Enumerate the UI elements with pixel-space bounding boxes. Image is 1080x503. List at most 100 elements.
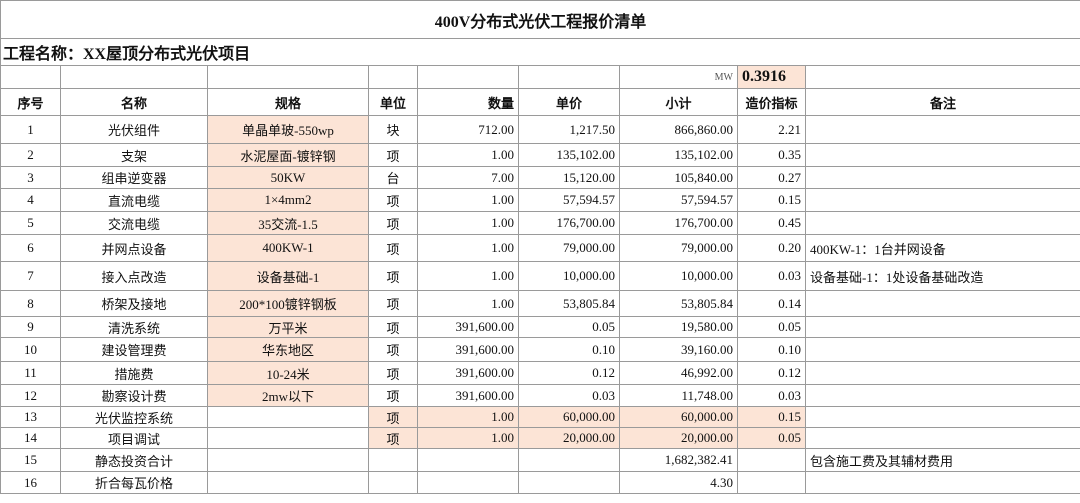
cell (804, 316, 1080, 338)
cell: 391,600.00 (417, 361, 519, 385)
cell: 20,000.00 (518, 427, 620, 449)
cell: 5 (0, 211, 61, 235)
cell (804, 143, 1080, 167)
cell (804, 427, 1080, 449)
cell: 项 (368, 337, 418, 362)
cell: 0.20 (737, 234, 806, 262)
cell: 折合每瓦价格 (60, 471, 208, 494)
cell: 项 (368, 406, 418, 428)
cell (207, 427, 369, 449)
cell: 0.03 (518, 384, 620, 407)
cell: 7 (0, 261, 61, 291)
cell: 176,700.00 (518, 211, 620, 235)
cell: 万平米 (207, 316, 369, 338)
cell (804, 406, 1080, 428)
cell: 391,600.00 (417, 316, 519, 338)
cell: 0.05 (737, 427, 806, 449)
cell: 桥架及接地 (60, 290, 208, 317)
cell: 项 (368, 384, 418, 407)
cell: 20,000.00 (619, 427, 738, 449)
data-row: 2 支架 水泥屋面-镀锌钢项 1.00 135,102.00 135,102.00 0.35 (0, 143, 1080, 167)
data-row: 8 桥架及接地 200*100镀锌钢板项 1.00 53,805.84 53,805.84… (0, 290, 1080, 317)
cell: 13 (0, 406, 61, 428)
cell: 接入点改造 (60, 261, 208, 291)
cell: 名称 (60, 88, 208, 116)
cell: 1.00 (417, 211, 519, 235)
cell: 1.00 (417, 188, 519, 212)
data-row: 7 接入点改造 设备基础-1 项 1.00 10,000.00 10,000.00 0.03 设… (0, 261, 1080, 291)
cell: 0.27 (737, 166, 806, 189)
cell: 1.00 (417, 427, 519, 449)
cell: 39,160.00 (619, 337, 738, 362)
cell: 35交流-1.5 (207, 211, 369, 235)
data-row: 3 组串逆变器 50KW 台 7.00 15,120.00 105,840.00 0.27 (0, 166, 1080, 189)
cell: 60,000.00 (518, 406, 620, 428)
cell: 0.12 (737, 361, 806, 385)
cell (518, 471, 620, 494)
cell: 项 (368, 188, 418, 212)
cell (207, 65, 369, 89)
cell: 项 (368, 234, 418, 262)
data-row: 4 直流电缆 1×4mm2 项 1.00 57,594.57 57,594.57 0.15 (0, 188, 1080, 212)
header-row: 序号 名称 规格 单位 数量 单价 小计 造价指标 备注 (0, 88, 1080, 116)
cell: 391,600.00 (417, 384, 519, 407)
cell: 0.35 (737, 143, 806, 167)
data-row: 14 项目调试项 1.00 20,000.00 20,000.00 0.05 (0, 427, 1080, 449)
cell: 项 (368, 211, 418, 235)
data-row: 15 静态投资合计 1,682,382.41 包含施工费及其辅材费用 (0, 448, 1080, 472)
cell: 2mw以下 (207, 384, 369, 407)
cell: 设备基础-1 (207, 261, 369, 291)
cell: 并网点设备 (60, 234, 208, 262)
cell: 10 (0, 337, 61, 362)
cell: 10,000.00 (619, 261, 738, 291)
cell: 0.05 (737, 316, 806, 338)
cell: 0.05 (518, 316, 620, 338)
data-row: 9 清洗系统 万平米项 391,600.00 0.05 19,580.00 0.05 (0, 316, 1080, 338)
cell: 项目调试 (60, 427, 208, 449)
cell: 勘察设计费 (60, 384, 208, 407)
cell: 53,805.84 (619, 290, 738, 317)
data-row: 5 交流电缆 35交流-1.5 项 1.00 176,700.00 176,700.00 0.… (0, 211, 1080, 235)
cell: 华东地区 (207, 337, 369, 362)
data-row: 1 光伏组件 单晶单玻-550wp 块 712.00 1,217.50 866,860.00… (0, 115, 1080, 144)
cell: 台 (368, 166, 418, 189)
cell (207, 471, 369, 494)
cell: 0.3916 (737, 65, 806, 89)
cell: 1.00 (417, 290, 519, 317)
cell: 19,580.00 (619, 316, 738, 338)
cell: 包含施工费及其辅材费用 (804, 448, 1080, 472)
cell: 造价指标 (737, 88, 806, 116)
cell (804, 188, 1080, 212)
cell: 866,860.00 (619, 115, 738, 144)
cell (368, 65, 418, 89)
cell: 8 (0, 290, 61, 317)
cell (417, 471, 519, 494)
cell: 15 (0, 448, 61, 472)
cell: 15,120.00 (518, 166, 620, 189)
cell: 水泥屋面-镀锌钢 (207, 143, 369, 167)
cell: 4 (0, 188, 61, 212)
cell (0, 65, 61, 89)
cell: 0.10 (518, 337, 620, 362)
cell (207, 406, 369, 428)
cell: 备注 (804, 88, 1080, 116)
cell: 9 (0, 316, 61, 338)
cell: 11,748.00 (619, 384, 738, 407)
cell: 79,000.00 (518, 234, 620, 262)
cell: 11 (0, 361, 61, 385)
cell: 57,594.57 (518, 188, 620, 212)
project-row: 工程名称：XX屋顶分布式光伏项目 (0, 38, 1080, 66)
cell (804, 65, 1080, 89)
cell: 数量 (417, 88, 519, 116)
cell (804, 337, 1080, 362)
cell (737, 448, 806, 472)
cell (368, 471, 418, 494)
cell: 7.00 (417, 166, 519, 189)
mw-row: MW 0.3916 (0, 65, 1080, 89)
cell: MW (619, 65, 738, 89)
cell: 清洗系统 (60, 316, 208, 338)
cell: 0.03 (737, 384, 806, 407)
cell: 50KW (207, 166, 369, 189)
cell: 4.30 (619, 471, 738, 494)
